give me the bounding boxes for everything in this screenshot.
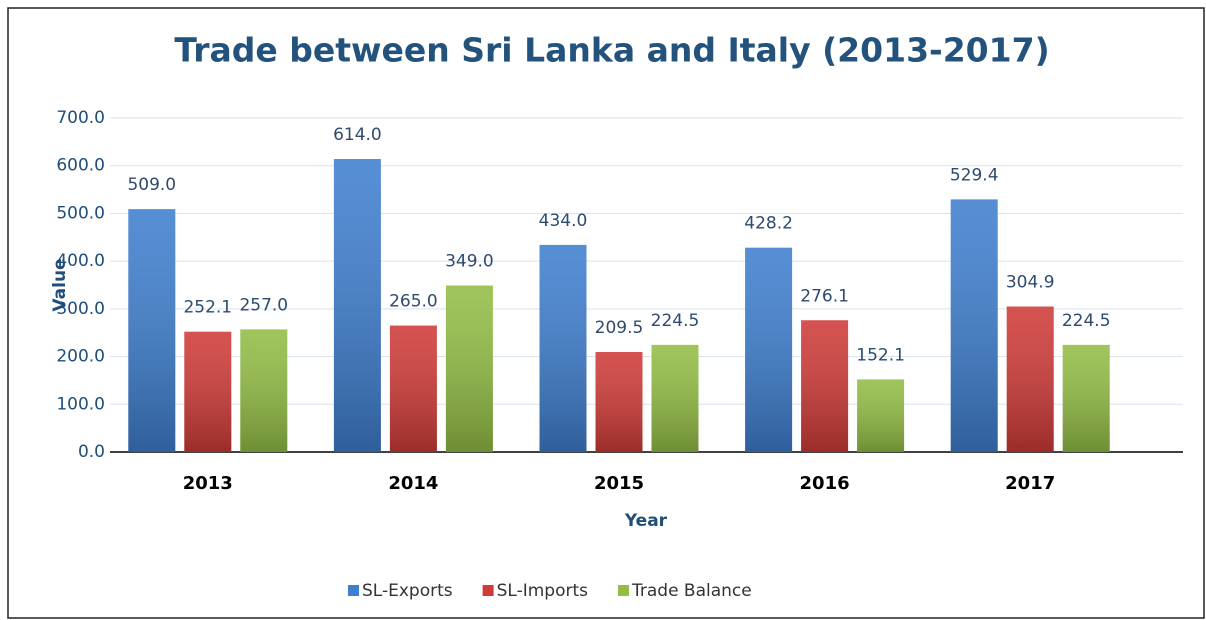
value-label: 276.1 <box>800 286 849 306</box>
y-axis-label: Value <box>50 258 70 311</box>
value-label: 509.0 <box>127 175 176 195</box>
value-label: 529.4 <box>950 165 999 185</box>
x-axis-label: Year <box>624 511 668 531</box>
y-tick-label: 100.0 <box>56 394 105 414</box>
chart-border <box>7 7 1205 619</box>
bar-shade <box>857 379 905 452</box>
bar-shade <box>1062 344 1110 452</box>
legend-swatch <box>617 585 629 596</box>
legend-swatch <box>482 585 494 596</box>
y-tick-label: 0.0 <box>78 442 105 462</box>
value-label: 304.9 <box>1006 273 1055 293</box>
bar-shade <box>333 159 381 452</box>
value-label: 428.2 <box>744 214 793 234</box>
value-label: 224.5 <box>651 311 700 331</box>
x-tick-label: 2013 <box>183 473 233 494</box>
x-tick-label: 2014 <box>388 473 438 494</box>
value-label: 257.0 <box>239 295 288 315</box>
bar-shade <box>745 247 793 452</box>
value-label: 349.0 <box>445 251 494 271</box>
bar-shade <box>445 285 493 452</box>
bar-shade <box>539 244 587 452</box>
bar-shade <box>389 325 437 452</box>
y-tick-label: 400.0 <box>56 251 105 271</box>
x-tick-label: 2017 <box>1005 473 1055 494</box>
value-label: 265.0 <box>389 292 438 312</box>
value-label: 434.0 <box>539 211 588 231</box>
bar-shade <box>651 344 699 452</box>
value-label: 209.5 <box>595 318 644 338</box>
bar-shade <box>595 352 643 452</box>
chart-title: Trade between Sri Lanka and Italy (2013-… <box>174 31 1049 70</box>
bar-shade <box>128 209 176 452</box>
y-tick-label: 200.0 <box>56 347 105 367</box>
bar-shade <box>950 199 998 452</box>
bar-shade <box>801 320 849 452</box>
value-label: 252.1 <box>183 298 232 318</box>
y-tick-label: 700.0 <box>56 108 105 128</box>
bar-shade <box>184 331 232 452</box>
legend-label: SL-Exports <box>362 581 453 601</box>
bar-shade <box>1006 306 1054 452</box>
value-label: 614.0 <box>333 125 382 145</box>
value-label: 224.5 <box>1062 311 1111 331</box>
legend-label: SL-Imports <box>497 581 589 601</box>
legend-swatch <box>348 585 359 596</box>
y-tick-label: 500.0 <box>56 203 105 223</box>
y-tick-label: 600.0 <box>56 156 105 176</box>
legend-label: Trade Balance <box>631 581 752 601</box>
x-tick-label: 2015 <box>594 473 644 494</box>
x-tick-label: 2016 <box>800 473 850 494</box>
y-tick-label: 300.0 <box>56 299 105 319</box>
value-label: 152.1 <box>856 345 905 365</box>
bar-shade <box>240 329 288 452</box>
